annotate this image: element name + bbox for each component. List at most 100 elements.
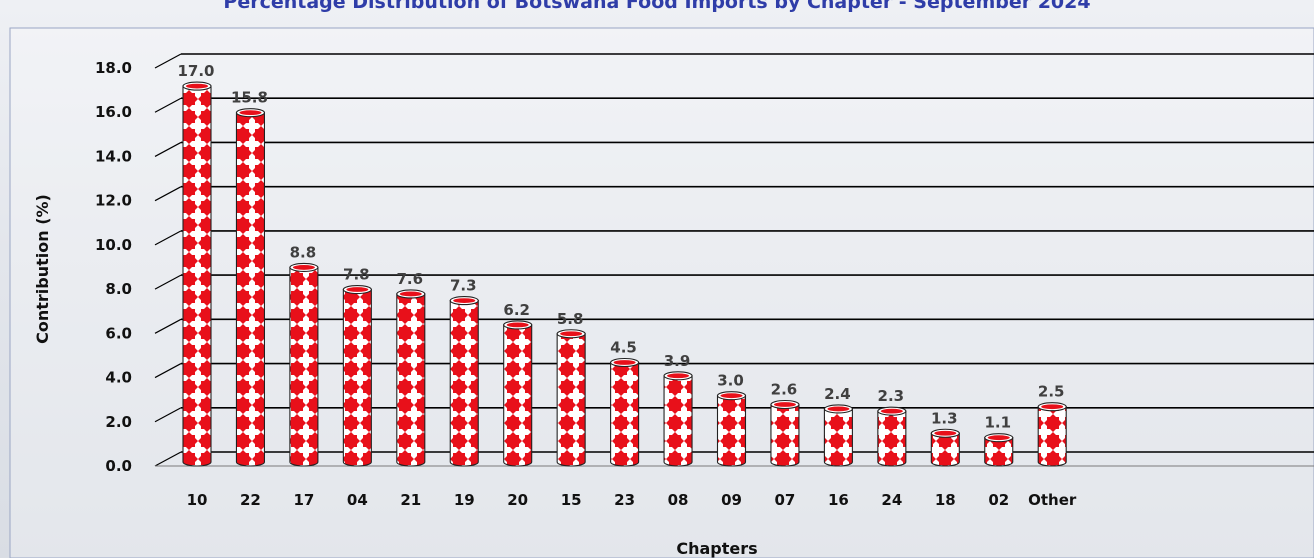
bar [235, 108, 265, 467]
data-labels: 17.0 15.8 8.8 7.8 7.6 7.3 6.2 5.8 4.5 3.9 3.0 2.6 2.… [177, 62, 1064, 432]
gridline-connector [154, 97, 182, 113]
x-tick-label: 20 [507, 491, 528, 509]
bar-body [556, 333, 586, 467]
bar-body [503, 324, 533, 467]
x-tick-label: 10 [187, 491, 208, 509]
bar-top-inner [773, 402, 796, 407]
gridline-connector [154, 186, 182, 202]
y-tick-label: 2.0 [105, 413, 132, 431]
y-tick-label: 8.0 [105, 280, 132, 298]
y-tick-label: 6.0 [105, 324, 132, 342]
bar [503, 320, 533, 467]
bar-top-inner [934, 430, 957, 436]
bar-body [984, 437, 1014, 467]
bar-body [770, 403, 800, 467]
x-tick-label: 15 [561, 491, 582, 509]
bar-body [1037, 406, 1067, 467]
y-tick-label: 12.0 [95, 192, 132, 210]
bars [182, 81, 1067, 467]
bar-top-inner [346, 287, 369, 292]
x-tick-label: 07 [775, 491, 796, 509]
bar-body [289, 266, 319, 467]
gridlines [154, 53, 1314, 467]
gridline-connector [154, 230, 182, 246]
data-label: 1.1 [984, 414, 1011, 432]
bar-top-inner [827, 406, 850, 412]
bar-body [930, 432, 960, 467]
x-tick-label: 04 [347, 491, 368, 509]
data-label: 8.8 [290, 243, 317, 261]
x-axis-title: Chapters [676, 539, 757, 558]
bar-top-inner [1041, 404, 1064, 410]
data-label: 2.5 [1038, 383, 1065, 401]
bar-body [449, 300, 479, 467]
bar [984, 433, 1014, 467]
bar [182, 81, 212, 467]
x-tick-label: 17 [293, 491, 314, 509]
data-label: 2.3 [878, 387, 905, 405]
data-label: 15.8 [231, 89, 268, 107]
x-tick-label: 24 [881, 491, 902, 509]
bar-top-inner [239, 110, 262, 116]
data-label: 1.3 [931, 409, 958, 427]
bar-top-inner [399, 291, 422, 297]
bar [877, 406, 907, 467]
y-tick-label: 0.0 [105, 457, 132, 475]
x-tick-label: 09 [721, 491, 742, 509]
data-label: 3.9 [664, 352, 691, 370]
bar-body [235, 112, 265, 467]
bar-top-inner [880, 408, 903, 414]
bar [556, 329, 586, 467]
y-tick-labels: 0.0 2.0 4.0 6.0 8.0 10.0 12.0 14.0 16.0 18.0 [95, 59, 132, 475]
bar-top-inner [613, 360, 636, 365]
bar [716, 391, 747, 467]
x-tick-label: 16 [828, 491, 849, 509]
bar-top-inner [560, 331, 583, 337]
x-tick-label: 18 [935, 491, 956, 509]
plot-frame [9, 27, 1314, 558]
data-label: 7.8 [343, 266, 370, 284]
bar [342, 284, 372, 467]
bar [770, 399, 800, 467]
x-tick-label: 22 [240, 491, 261, 509]
data-label: 6.2 [503, 301, 530, 319]
y-axis-title: Contribution (%) [33, 194, 52, 344]
bar-top-inner [720, 393, 743, 399]
chart-title: Percentage Distribution of Botswana Food… [223, 0, 1090, 13]
y-tick-label: 10.0 [95, 236, 132, 254]
bar-top-inner [506, 322, 529, 328]
x-tick-labels: 10 22 17 04 21 19 20 15 23 08 09 07 16 24 18 02 Other [187, 491, 1077, 509]
bar-body [396, 293, 426, 467]
bar-body [823, 408, 853, 467]
data-label: 2.4 [824, 385, 851, 403]
data-label: 4.5 [610, 339, 637, 357]
data-label: 7.6 [397, 270, 424, 288]
y-tick-label: 18.0 [95, 59, 132, 77]
bar [610, 357, 640, 467]
bar-body [182, 85, 212, 467]
gridline-connector [154, 274, 182, 290]
gridline-connector [154, 141, 182, 157]
bar-top-inner [453, 298, 476, 303]
bar [930, 428, 960, 467]
bar-top-inner [667, 373, 690, 379]
bar [1037, 402, 1067, 467]
gridline-connector [154, 363, 182, 379]
data-label: 7.3 [450, 277, 477, 295]
bar [396, 289, 426, 467]
bar-top-inner [987, 435, 1010, 441]
x-tick-label: 21 [400, 491, 421, 509]
bar-top-inner [292, 265, 315, 270]
x-tick-label: 19 [454, 491, 475, 509]
bar [289, 262, 319, 467]
bar [449, 296, 479, 467]
bar-body [610, 361, 640, 467]
gridline-connector [154, 53, 182, 69]
gridline-connector [154, 407, 182, 423]
data-label: 3.0 [717, 372, 744, 390]
bar-body [342, 288, 372, 467]
y-tick-label: 4.0 [105, 369, 132, 387]
bar-body [716, 395, 747, 467]
data-label: 17.0 [177, 62, 214, 80]
